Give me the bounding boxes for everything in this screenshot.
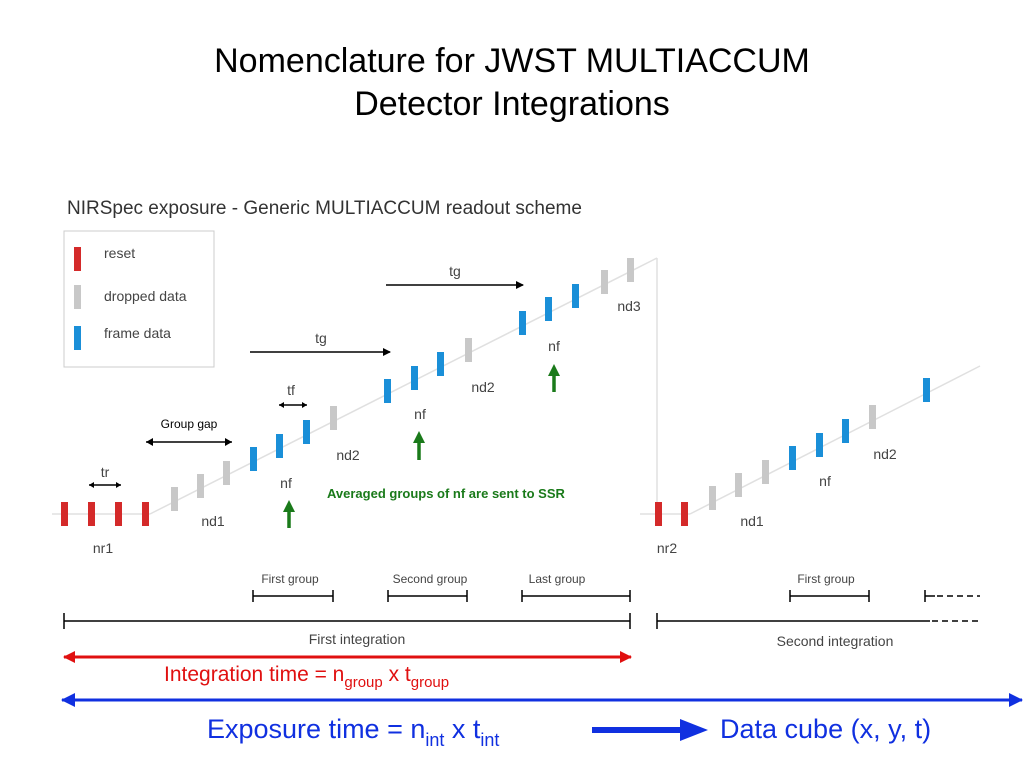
reset-bars bbox=[61, 502, 688, 526]
last-group-label: Last group bbox=[529, 572, 586, 586]
dropped-bars bbox=[171, 258, 876, 511]
ssr-annotation: Averaged groups of nf are sent to SSR bbox=[327, 486, 566, 501]
nf-label-2: nf bbox=[414, 406, 426, 422]
legend-frame-label: frame data bbox=[104, 325, 171, 341]
first-group-label-b: First group bbox=[797, 572, 855, 586]
legend-reset-label: reset bbox=[104, 245, 135, 261]
legend-dropped-swatch bbox=[74, 285, 81, 309]
nr2-label: nr2 bbox=[657, 540, 677, 556]
group-gap-label: Group gap bbox=[161, 417, 218, 431]
legend-frame-swatch bbox=[74, 326, 81, 350]
next-group-bracket-stub bbox=[924, 590, 935, 602]
group-gap-arrow-left bbox=[146, 438, 153, 446]
first-group-bracket-b bbox=[789, 590, 870, 602]
integration-time-label: Integration time = ngroup x tgroup bbox=[164, 663, 449, 691]
last-group-bracket bbox=[521, 590, 631, 602]
tg-label-2: tg bbox=[449, 263, 461, 279]
first-integration-label: First integration bbox=[309, 631, 405, 647]
legend: reset dropped data frame data bbox=[63, 230, 215, 368]
nd1-label: nd1 bbox=[201, 513, 225, 529]
legend-reset-swatch bbox=[74, 247, 81, 271]
exposure-time-label: Exposure time = nint x tint bbox=[207, 714, 499, 750]
legend-dropped-label: dropped data bbox=[104, 288, 187, 304]
second-group-bracket bbox=[387, 590, 468, 602]
frame-bars bbox=[250, 284, 930, 471]
group-gap-arrow-right bbox=[225, 438, 232, 446]
figure-title: NIRSpec exposure - Generic MULTIACCUM re… bbox=[67, 198, 582, 219]
first-integration-bracket bbox=[63, 613, 631, 629]
slide-title: Nomenclature for JWST MULTIACCUM Detecto… bbox=[0, 40, 1024, 126]
second-integration-label: Second integration bbox=[777, 633, 894, 649]
nd2-label-c: nd2 bbox=[873, 446, 897, 462]
nf-label-1: nf bbox=[280, 475, 292, 491]
second-group-label: Second group bbox=[393, 572, 468, 586]
tf-label: tf bbox=[287, 382, 295, 398]
nd2-label-b: nd2 bbox=[471, 379, 495, 395]
tg-label-1: tg bbox=[315, 330, 327, 346]
data-cube-arrow-head bbox=[680, 719, 708, 741]
first-group-label: First group bbox=[261, 572, 319, 586]
tr-label: tr bbox=[101, 464, 110, 480]
nd2-label-a: nd2 bbox=[336, 447, 360, 463]
title-line-1: Nomenclature for JWST MULTIACCUM bbox=[214, 42, 810, 80]
nf-label-4: nf bbox=[819, 473, 831, 489]
nd1-label-b: nd1 bbox=[740, 513, 764, 529]
first-group-bracket bbox=[252, 590, 334, 602]
nr1-label: nr1 bbox=[93, 540, 113, 556]
title-line-2: Detector Integrations bbox=[354, 85, 670, 123]
nf-label-3: nf bbox=[548, 338, 560, 354]
data-cube-label: Data cube (x, y, t) bbox=[720, 714, 931, 744]
second-integration-bracket bbox=[656, 613, 930, 629]
nd3-label: nd3 bbox=[617, 298, 641, 314]
